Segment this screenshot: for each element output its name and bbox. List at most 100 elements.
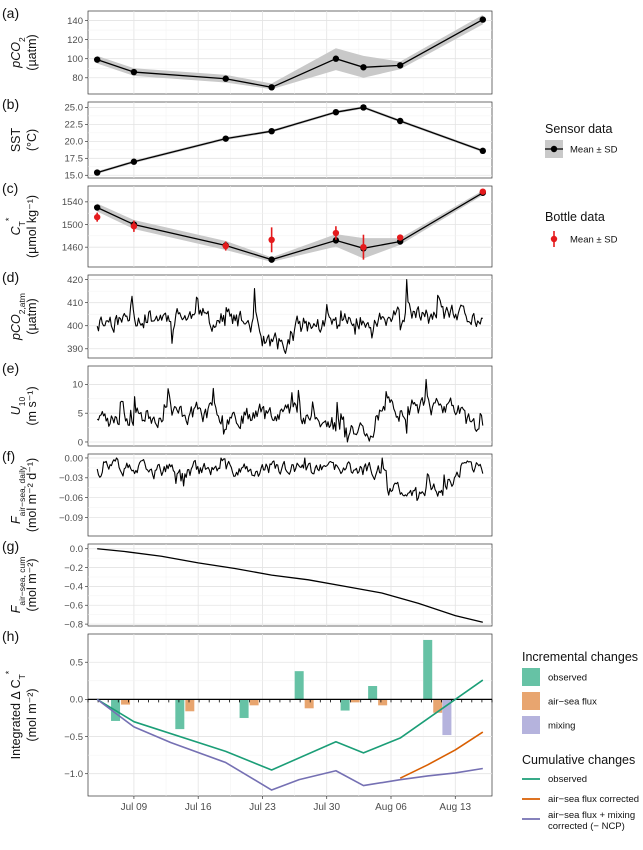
bottle-point [222, 242, 229, 250]
y-axis-label-units: (mol m⁻²) [25, 688, 39, 741]
legend-incremental-label: mixing [548, 721, 575, 732]
data-point [130, 158, 138, 165]
legend-sensor-label: Mean ± SD [570, 145, 618, 156]
data-point [268, 84, 275, 91]
legend-incremental-key [522, 668, 540, 686]
y-axis-label-main: F [9, 604, 23, 613]
data-point [479, 16, 487, 23]
y-tick-label: 25.0 [65, 103, 84, 114]
bar-airsea [121, 699, 131, 705]
legends: Sensor data Mean ± SD Bottle data Mean ± SD… [522, 122, 639, 832]
y-tick-label: −0.2 [64, 563, 83, 574]
cumulative-line [96, 679, 484, 771]
y-axis-label-main: SST [9, 127, 23, 152]
series-line [96, 192, 484, 261]
y-axis-label: Fair−sea, cum [9, 557, 27, 614]
y-axis-label-units: (mol m⁻²) [25, 558, 39, 611]
bar-observed [294, 671, 304, 700]
y-tick-label: 0.0 [70, 544, 83, 555]
data-point [93, 56, 101, 63]
y-tick-label: 10 [72, 380, 83, 391]
bottle-point [479, 188, 487, 195]
y-axis-label-main: pCO [9, 42, 23, 69]
legend-cumulative-label: corrected (− NCP) [548, 821, 625, 832]
y-tick-label: 100 [67, 54, 83, 65]
panel-b: 15.0 17.5 20.0 22.5 25.0 (b) SST (°C) [2, 96, 493, 182]
y-axis-label-sub: 10 [17, 396, 27, 406]
y-tick-label: −0.06 [59, 493, 83, 504]
y-tick-label: 0 [78, 437, 83, 448]
bar-airsea [350, 699, 360, 703]
data-point [130, 68, 138, 76]
y-tick-label: 80 [72, 73, 83, 84]
panel-h: −1.0−0.50.00.5(h)Integrated Δ CT*(mol m⁻… [2, 628, 493, 813]
y-axis-label: Fair−sea, daily [9, 465, 27, 524]
legend-bottle-title: Bottle data [545, 210, 605, 224]
y-tick-label: 120 [67, 35, 83, 46]
y-axis-label-main: pCO [9, 314, 23, 341]
y-tick-label: −0.8 [64, 619, 83, 630]
data-point [360, 104, 367, 111]
y-axis-label-sup: * [4, 670, 14, 674]
panel-f: −0.09−0.06−0.030.00(f)Fair−sea, daily(mo… [2, 448, 493, 537]
y-tick-label: −0.09 [59, 513, 83, 524]
panel-label: (a) [2, 5, 19, 21]
legend-sensor-title: Sensor data [545, 122, 612, 136]
legend-incremental-label: observed [548, 673, 587, 684]
bar-mixing [442, 699, 452, 736]
y-tick-label: −0.4 [64, 582, 83, 593]
y-tick-label: −1.0 [64, 769, 83, 780]
data-point [93, 204, 101, 211]
y-axis-label-main: Integrated Δ C [9, 679, 23, 759]
bottle-point [268, 236, 275, 244]
y-axis-label-sub: T [17, 221, 27, 226]
y-axis-label: Integrated Δ CT* [4, 670, 27, 759]
data-point [268, 127, 275, 135]
y-tick-label: 0.0 [70, 695, 83, 706]
y-axis-label-sub: air−sea, cum [17, 557, 27, 606]
series-line [96, 378, 484, 443]
bar-observed [175, 699, 185, 730]
y-tick-label: 15.0 [65, 171, 84, 182]
data-point [332, 237, 340, 244]
legend-cumulative-label: air−sea flux + mixing [548, 810, 635, 821]
y-axis-label-units: (mol m⁻² d⁻¹) [25, 458, 39, 532]
legend-incremental-key [522, 716, 540, 734]
y-axis-label-sub: air−sea, daily [17, 465, 27, 516]
series-line [97, 548, 483, 623]
bar-observed [239, 699, 249, 718]
panel-label: (e) [2, 360, 19, 376]
panel-label: (c) [2, 180, 18, 196]
y-axis-label-units: (m s⁻¹) [25, 386, 39, 425]
panel-label: (d) [2, 269, 19, 285]
y-axis-label-sub: 2 [17, 37, 27, 42]
legend-incremental-key [522, 692, 540, 710]
y-axis-label-main: C [9, 225, 23, 235]
panel-label: (g) [2, 538, 19, 554]
bottle-point [396, 234, 404, 241]
y-tick-label: 0.00 [65, 453, 84, 464]
y-tick-label: 410 [67, 298, 83, 309]
bottle-point [93, 213, 101, 221]
bottle-point [332, 229, 340, 237]
y-axis-label: U10 [9, 396, 27, 415]
y-tick-label: 1540 [62, 197, 83, 208]
y-axis-label-main: F [9, 515, 23, 524]
y-axis-label-units: (µatm) [25, 34, 39, 70]
data-point [332, 108, 340, 116]
y-tick-label: −0.5 [64, 732, 83, 743]
bottle-point [360, 243, 367, 251]
panel-background [87, 365, 493, 447]
panel-background [87, 543, 493, 627]
y-tick-label: 20.0 [65, 137, 84, 148]
bar-airsea [304, 699, 314, 709]
y-tick-label: 400 [67, 321, 83, 332]
legend-cumulative-title: Cumulative changes [522, 753, 635, 767]
y-tick-label: 5 [78, 408, 83, 419]
y-tick-label: −0.6 [64, 601, 83, 612]
y-tick-label: 420 [67, 275, 83, 286]
y-axis-label: pCO2,atm [9, 293, 27, 341]
legend-cumulative-label: air−sea flux corrected [548, 794, 639, 805]
